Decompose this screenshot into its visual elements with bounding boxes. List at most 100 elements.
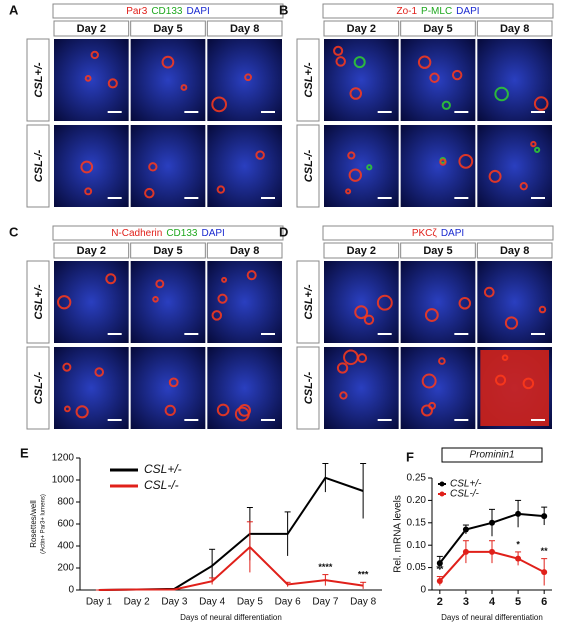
rosette: [333, 45, 344, 56]
stain: PKCζ: [412, 228, 438, 239]
legend-label: CSL-/-: [144, 478, 179, 492]
legend-label: CSL-/-: [450, 489, 480, 500]
day-box: [130, 20, 206, 37]
series-line: [98, 476, 364, 591]
y-tick-label: 400: [57, 541, 74, 552]
y-axis-label: Rosettes/well: [29, 500, 38, 548]
rosette: [161, 55, 175, 69]
micrograph: [130, 39, 206, 121]
stain-label: PKCζ DAPI: [412, 228, 464, 239]
micrograph: [130, 125, 206, 207]
y-tick-label: 0.10: [407, 540, 427, 551]
panel-letter: A: [9, 2, 19, 17]
x-tick-label: 4: [489, 596, 496, 608]
rosette: [366, 164, 373, 171]
point: [436, 560, 443, 567]
row-label: CSL+/-: [303, 284, 315, 319]
rosette: [428, 401, 436, 410]
row-box: [26, 38, 50, 122]
row-box: [296, 260, 320, 344]
rosette: [221, 276, 228, 283]
row-box: [296, 38, 320, 122]
stain: CD133: [166, 228, 198, 239]
stain: DAPI: [456, 6, 479, 17]
point: [541, 513, 548, 520]
rosette: [488, 169, 502, 183]
day-label: Day 2: [347, 23, 376, 35]
point: [462, 548, 469, 555]
rosette: [483, 286, 495, 298]
rosette: [168, 377, 179, 388]
day-label: Day 5: [423, 23, 452, 35]
panel-letter: F: [406, 449, 414, 464]
rosette: [62, 362, 72, 372]
x-tick-label: 6: [541, 596, 547, 608]
day-box: [400, 242, 476, 259]
rosette: [349, 87, 363, 100]
day-box: [130, 242, 206, 259]
rosette: [451, 69, 463, 81]
rosette: [458, 154, 474, 169]
x-tick-label: 3: [463, 596, 469, 608]
stain: DAPI: [201, 228, 224, 239]
x-tick-label: Day 2: [124, 597, 151, 608]
y-tick-label: 1200: [52, 453, 75, 464]
stain-box: [52, 225, 284, 241]
rosette: [335, 56, 346, 67]
rosette: [80, 160, 94, 174]
stain: Par3: [126, 6, 148, 17]
x-tick-label: Day 8: [350, 597, 377, 608]
rosette: [424, 308, 439, 322]
rosette: [438, 357, 446, 365]
rosette: [533, 146, 541, 153]
micrograph: [207, 125, 282, 207]
row-box: [26, 124, 50, 208]
row-label: CSL+/-: [303, 62, 315, 97]
significance: ****: [318, 562, 333, 572]
rosette: [164, 404, 176, 417]
title-box: [441, 447, 543, 463]
row-box: [26, 260, 50, 344]
rosette: [216, 185, 226, 194]
significance: ***: [358, 570, 369, 580]
panel-letter: B: [279, 2, 288, 17]
rosette: [211, 310, 223, 321]
rosette: [522, 377, 535, 390]
significance: **: [541, 546, 549, 556]
micrograph: [130, 347, 206, 429]
stain: DAPI: [441, 228, 464, 239]
x-tick-label: Day 1: [86, 597, 113, 608]
micrograph: [324, 261, 399, 343]
micrograph: [54, 39, 129, 121]
x-tick-label: Day 5: [237, 597, 264, 608]
rosette: [376, 294, 393, 311]
rosette: [345, 188, 352, 195]
micrograph: [324, 39, 399, 121]
y-tick-label: 0.15: [407, 517, 427, 528]
rosette: [75, 405, 89, 419]
chart-title: Prominin1: [469, 450, 514, 461]
stain-box: [52, 3, 284, 19]
micrograph: [324, 347, 399, 429]
significance: *: [516, 539, 520, 549]
rosette: [152, 295, 159, 303]
rosette: [421, 373, 437, 389]
stain: CD133: [151, 6, 183, 17]
y-tick-label: 200: [57, 563, 74, 574]
micrograph: [477, 125, 552, 207]
rosette: [530, 140, 537, 148]
rosette: [246, 270, 257, 281]
stain-area: [480, 350, 549, 426]
day-label: Day 2: [77, 245, 106, 257]
day-label: Day 2: [347, 245, 376, 257]
panel-letter: E: [20, 445, 29, 460]
y-axis-label: (Actin+ Par3+ lumens): [41, 494, 47, 554]
row-box: [296, 346, 320, 430]
rosette: [339, 391, 348, 400]
row-label: CSL+/-: [33, 284, 45, 319]
x-tick-label: Day 3: [161, 597, 188, 608]
micrograph: [477, 261, 552, 343]
rosette: [353, 56, 366, 69]
rosette: [84, 74, 92, 82]
row-label: CSL+/-: [33, 62, 45, 97]
